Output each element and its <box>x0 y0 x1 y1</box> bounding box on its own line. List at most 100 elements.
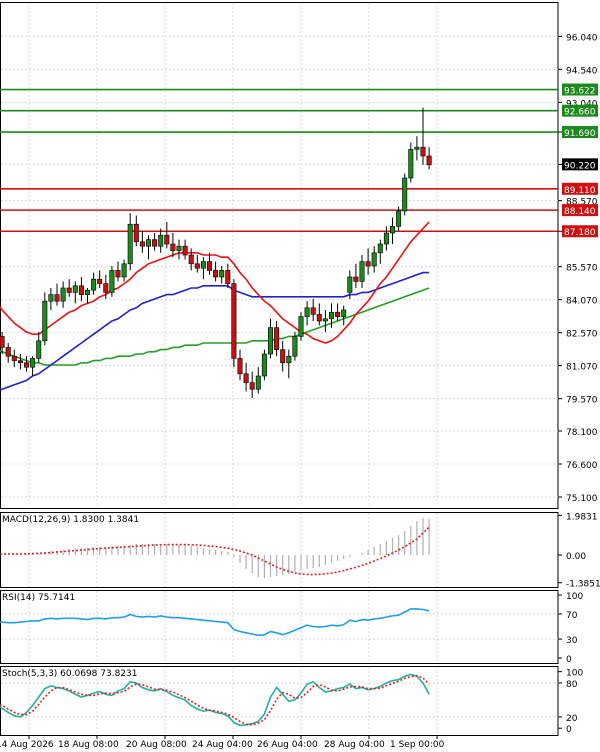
level-label: 92.660 <box>564 108 596 118</box>
level-label-box <box>562 104 598 117</box>
level-label-box <box>562 225 598 238</box>
last-price-box <box>562 158 598 171</box>
stoch-ytick-label: 0 <box>566 725 572 735</box>
macd-ytick-label: -1.3851 <box>566 580 600 590</box>
candle-body <box>316 314 322 322</box>
candle-body <box>11 355 17 361</box>
candle-body <box>48 294 54 302</box>
price-ytick-label: 76.600 <box>566 461 598 471</box>
rsi-panel-frame <box>0 590 559 664</box>
candle-body <box>85 289 91 295</box>
candle-body <box>408 149 414 179</box>
price-ytick-label: 93.040 <box>566 99 598 109</box>
candle-body <box>341 309 347 317</box>
candle-body <box>23 362 29 368</box>
price-ytick-label: 81.070 <box>566 363 598 373</box>
candle-body <box>274 327 280 350</box>
candle-body <box>328 311 334 320</box>
candle-body <box>359 261 365 282</box>
candle-body <box>78 285 84 295</box>
candle-body <box>237 358 243 375</box>
rsi-ytick-label: 70 <box>566 611 578 621</box>
candle-body <box>267 327 273 355</box>
macd-signal-line <box>0 526 430 576</box>
candle-body <box>0 336 5 348</box>
level-label: 87.180 <box>564 228 596 238</box>
x-axis-label: 1 Sep 00:00 <box>390 740 445 750</box>
candle-body <box>152 239 158 247</box>
candle-body <box>310 307 316 315</box>
candle-body <box>182 245 188 256</box>
candle-body <box>146 239 152 247</box>
candle-body <box>42 300 48 342</box>
price-ytick-label: 82.570 <box>566 330 598 340</box>
stoch-ytick-label: 20 <box>566 714 578 724</box>
candle-body <box>127 223 133 265</box>
level-label-box <box>562 126 598 139</box>
x-axis-label: 24 Aug 04:00 <box>192 740 253 750</box>
candle-body <box>347 276 353 293</box>
candle-body <box>255 375 261 390</box>
macd-label: MACD(12,26,9) 1.8300 1.3841 <box>2 515 139 525</box>
price-ytick-label: 96.040 <box>566 33 598 43</box>
candle-body <box>158 234 164 247</box>
stoch-panel-frame <box>0 666 559 736</box>
x-axis-label: 18 Aug 08:00 <box>58 740 119 750</box>
candle-body <box>97 278 103 284</box>
candle-body <box>261 353 267 377</box>
candle-body <box>133 223 139 243</box>
candle-body <box>60 287 66 302</box>
candle-body <box>249 382 255 390</box>
candle-body <box>54 294 60 302</box>
x-axis-label: 28 Aug 04:00 <box>324 740 385 750</box>
rsi-label: RSI(14) 75.7141 <box>2 593 75 603</box>
last-price-label: 90.220 <box>564 161 596 171</box>
candle-body <box>396 210 402 227</box>
candle-body <box>164 234 170 245</box>
level-label: 88.140 <box>564 207 596 217</box>
candle-body <box>139 241 145 247</box>
candle-body <box>219 270 225 278</box>
stoch-k-line <box>0 673 430 727</box>
candle-body <box>176 245 182 251</box>
stoch-label: Stoch(5,3,3) 60.0698 73.8231 <box>2 669 137 679</box>
candle-body <box>377 243 383 254</box>
candle-body <box>298 316 304 337</box>
candle-body <box>286 355 292 364</box>
stoch-ytick-label: 100 <box>566 669 583 679</box>
candle-body <box>353 276 359 282</box>
candle-body <box>194 263 200 269</box>
candle-body <box>280 349 286 364</box>
x-axis-label: 26 Aug 04:00 <box>257 740 318 750</box>
level-label-box <box>562 83 598 96</box>
level-label-box <box>562 182 598 195</box>
price-ytick-label: 88.570 <box>566 198 598 208</box>
level-label: 91.690 <box>564 129 596 139</box>
candle-body <box>389 226 395 234</box>
candle-body <box>170 243 176 251</box>
level-label: 89.110 <box>564 186 596 196</box>
candle-body <box>402 177 408 212</box>
candle-body <box>109 270 115 293</box>
candle-body <box>322 318 328 322</box>
x-axis-label: 14 Aug 2026 <box>0 740 54 750</box>
ma-red-line <box>0 221 430 344</box>
price-panel-frame <box>0 2 559 509</box>
rsi-ytick-label: 30 <box>566 636 578 646</box>
candle-body <box>121 263 127 278</box>
candle-body <box>91 278 97 291</box>
candle-body <box>207 261 213 271</box>
candle-body <box>200 261 206 269</box>
candle-body <box>365 261 371 267</box>
candle-body <box>231 283 237 359</box>
price-ytick-label: 75.100 <box>566 494 598 504</box>
candle-body <box>188 254 194 265</box>
candle-body <box>243 373 249 383</box>
candle-body <box>414 146 420 150</box>
price-ytick-label: 94.540 <box>566 66 598 76</box>
level-label: 93.622 <box>564 87 596 97</box>
price-ytick-label: 78.100 <box>566 428 598 438</box>
candle-body <box>103 283 109 293</box>
rsi-line <box>0 608 430 637</box>
